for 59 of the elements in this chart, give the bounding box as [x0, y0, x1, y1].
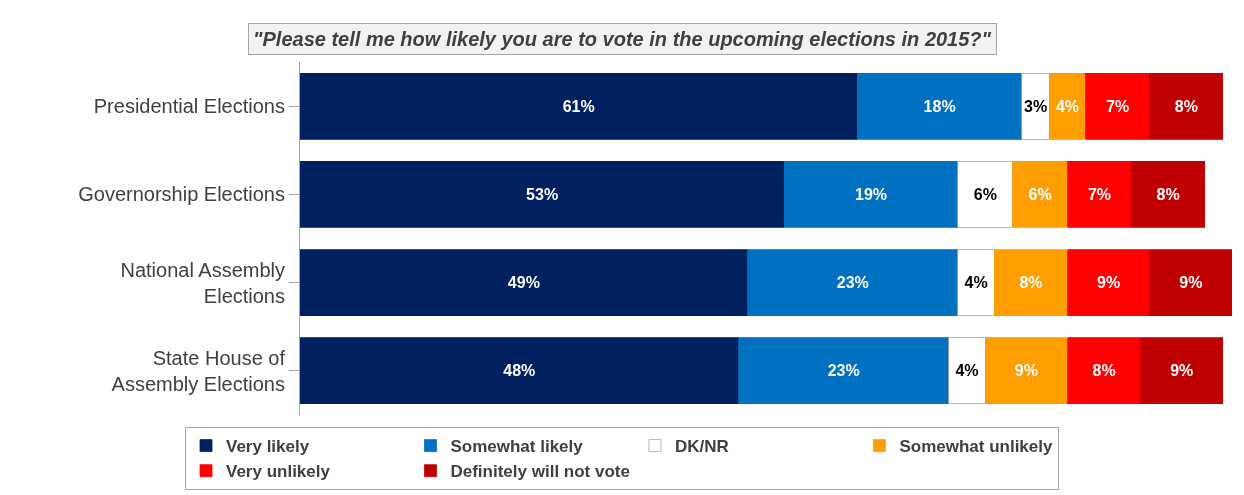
bar [1085, 72, 1151, 140]
legend-label: DK/NR [674, 437, 729, 457]
bar [957, 249, 995, 317]
data-label: 9% [1014, 362, 1038, 380]
data-label: 4% [955, 362, 979, 380]
bar [300, 337, 739, 405]
bar [1048, 72, 1087, 140]
data-label: 18% [923, 97, 956, 115]
data-label: 49% [507, 274, 540, 292]
y-tick-label: National Assembly Elections [120, 258, 285, 307]
bar [783, 160, 959, 228]
data-label: 61% [562, 97, 595, 115]
data-label: 6% [973, 185, 997, 203]
y-tick-label: Governorship Elections [78, 183, 285, 206]
bar [984, 337, 1068, 405]
legend-label: Somewhat unlikely [899, 437, 1053, 457]
data-label: 3% [1023, 97, 1048, 115]
data-label: 19% [855, 185, 888, 203]
chart-title: "Please tell me how likely you are to vote in the upcoming elections in 2015?" [253, 28, 992, 50]
data-label: 9% [1170, 362, 1194, 380]
bar [1067, 160, 1132, 228]
data-label: 9% [1097, 274, 1121, 292]
bar [738, 337, 950, 405]
bar [1067, 249, 1151, 317]
legend-label: Somewhat likely [450, 437, 584, 457]
bar [994, 249, 1068, 317]
data-label: 6% [1028, 185, 1052, 203]
legend-label: Very likely [226, 437, 310, 457]
data-label: 8% [1174, 97, 1198, 115]
data-label: 7% [1087, 185, 1112, 203]
legend-label: Definitely will not vote [450, 462, 630, 482]
bar [1140, 337, 1224, 405]
data-label: 23% [836, 274, 869, 292]
data-label: 7% [1106, 97, 1130, 115]
data-label: 8% [1156, 185, 1180, 203]
bar [300, 160, 785, 228]
bar [1149, 72, 1224, 140]
bar [1021, 72, 1050, 140]
bar [1067, 337, 1142, 405]
data-label: 8% [1019, 274, 1043, 292]
y-tick-label: State House of Assembly Elections [111, 346, 286, 395]
data-label: 53% [526, 185, 559, 203]
data-label: 4% [964, 274, 988, 292]
data-label: 4% [1055, 97, 1080, 115]
bar [856, 72, 1023, 140]
data-label: 9% [1179, 274, 1203, 292]
y-tick-label: Presidential Elections [93, 95, 285, 118]
legend-label: Very unlikely [226, 462, 331, 482]
data-label: 23% [827, 362, 860, 380]
bar [300, 249, 749, 317]
bar [1131, 160, 1205, 228]
bar [948, 337, 986, 405]
bar [1149, 249, 1232, 317]
data-label: 8% [1092, 362, 1116, 380]
bar [957, 160, 1014, 228]
bar [300, 72, 858, 140]
bar [1012, 160, 1068, 228]
bar [747, 249, 959, 317]
data-label: 48% [503, 362, 536, 380]
